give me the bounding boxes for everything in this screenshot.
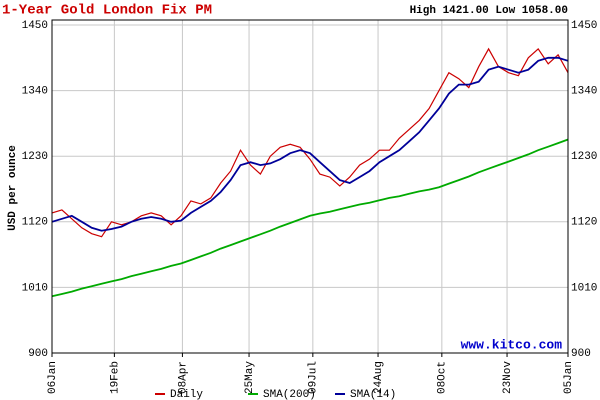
y-tick-label-right: 900 [571, 348, 591, 360]
x-tick-label: 23Nov [502, 361, 514, 394]
y-tick-label: 1340 [22, 86, 48, 98]
y-tick-label: 900 [28, 348, 48, 360]
y-tick-label-right: 1120 [571, 217, 597, 229]
series-line [51, 56, 569, 232]
y-tick-label-right: 1010 [571, 282, 597, 294]
chart-title: 1-Year Gold London Fix PM [2, 3, 212, 19]
plot-frame [51, 19, 569, 354]
y-tick-label-right: 1450 [571, 20, 597, 32]
y-tick-label: 1010 [22, 282, 48, 294]
y-axis-label: USD per ounce [7, 145, 19, 231]
x-tick-label: 19Feb [109, 361, 121, 394]
x-tick-label: 24Aug [373, 361, 385, 394]
chart-subtitle: High 1421.00 Low 1058.00 [410, 5, 568, 17]
x-tick-label: 09Jul [308, 361, 320, 394]
series-line [51, 138, 569, 298]
annotation: www.kitco.com [461, 337, 563, 352]
y-tick-label-right: 1230 [571, 151, 597, 163]
y-tick-label-right: 1340 [571, 86, 597, 98]
plot-border [51, 19, 569, 354]
x-tick-label: 08Oct [437, 361, 449, 394]
x-tick-label: 06Jan [47, 361, 59, 394]
legend-label: Daily [170, 389, 203, 400]
y-tick-label: 1120 [22, 217, 48, 229]
y-tick-label: 1230 [22, 151, 48, 163]
x-tick-label: 08Apr [177, 361, 189, 394]
series-line [51, 47, 569, 238]
x-tick-label: 25May [244, 361, 256, 394]
legend-label: SMA(200) [263, 389, 316, 400]
y-tick-label: 1450 [22, 20, 48, 32]
legend-label: SMA(14) [350, 389, 396, 400]
x-tick-label: 05Jan [563, 361, 575, 394]
